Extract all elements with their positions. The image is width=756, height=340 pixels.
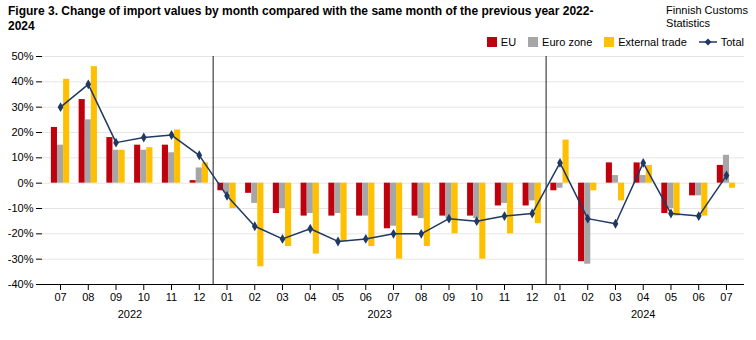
svg-text:07: 07 [54, 291, 66, 303]
svg-text:2022: 2022 [118, 308, 142, 320]
svg-text:12: 12 [526, 291, 538, 303]
svg-text:20%: 20% [11, 126, 33, 138]
html-text:External trade: External trade [618, 36, 687, 48]
svg-text:-40%: -40% [8, 278, 34, 290]
svg-text:06: 06 [693, 291, 705, 303]
svg-text:0%: 0% [18, 177, 34, 189]
svg-text:40%: 40% [11, 75, 33, 87]
html-text:Finnish Customs Statistics: Finnish Customs Statistics [666, 4, 748, 30]
svg-text:09: 09 [110, 291, 122, 303]
svg-text:04: 04 [304, 291, 316, 303]
svg-text:03: 03 [609, 291, 621, 303]
html-text:EU: EU [500, 36, 517, 48]
svg-text:07: 07 [720, 291, 732, 303]
svg-text:03: 03 [276, 291, 288, 303]
svg-text:-30%: -30% [8, 253, 34, 265]
svg-text:05: 05 [332, 291, 344, 303]
svg-text:02: 02 [249, 291, 261, 303]
svg-text:30%: 30% [11, 101, 33, 113]
svg-text:2024: 2024 [631, 308, 655, 320]
svg-text:50%: 50% [11, 50, 33, 62]
svg-text:12: 12 [193, 291, 205, 303]
svg-text:-10%: -10% [8, 202, 34, 214]
html-text:Euro zone: Euro zone [542, 36, 593, 48]
svg-text:11: 11 [166, 291, 177, 303]
html-text:Total: Total [720, 36, 744, 48]
svg-text:09: 09 [443, 291, 455, 303]
svg-text:2023: 2023 [367, 308, 391, 320]
svg-text:06: 06 [360, 291, 372, 303]
svg-text:07: 07 [387, 291, 399, 303]
svg-text:01: 01 [554, 291, 566, 303]
svg-text:-20%: -20% [8, 227, 34, 239]
svg-text:02: 02 [582, 291, 594, 303]
svg-text:10%: 10% [11, 151, 33, 163]
html-text:Figure 3. Change of import val: Figure 3. Change of import values by mon… [8, 4, 594, 33]
svg-text:04: 04 [637, 291, 649, 303]
svg-text:05: 05 [665, 291, 677, 303]
svg-text:10: 10 [138, 291, 150, 303]
svg-text:08: 08 [415, 291, 427, 303]
svg-text:10: 10 [471, 291, 483, 303]
svg-text:08: 08 [82, 291, 94, 303]
svg-text:01: 01 [221, 291, 233, 303]
svg-text:11: 11 [499, 291, 510, 303]
